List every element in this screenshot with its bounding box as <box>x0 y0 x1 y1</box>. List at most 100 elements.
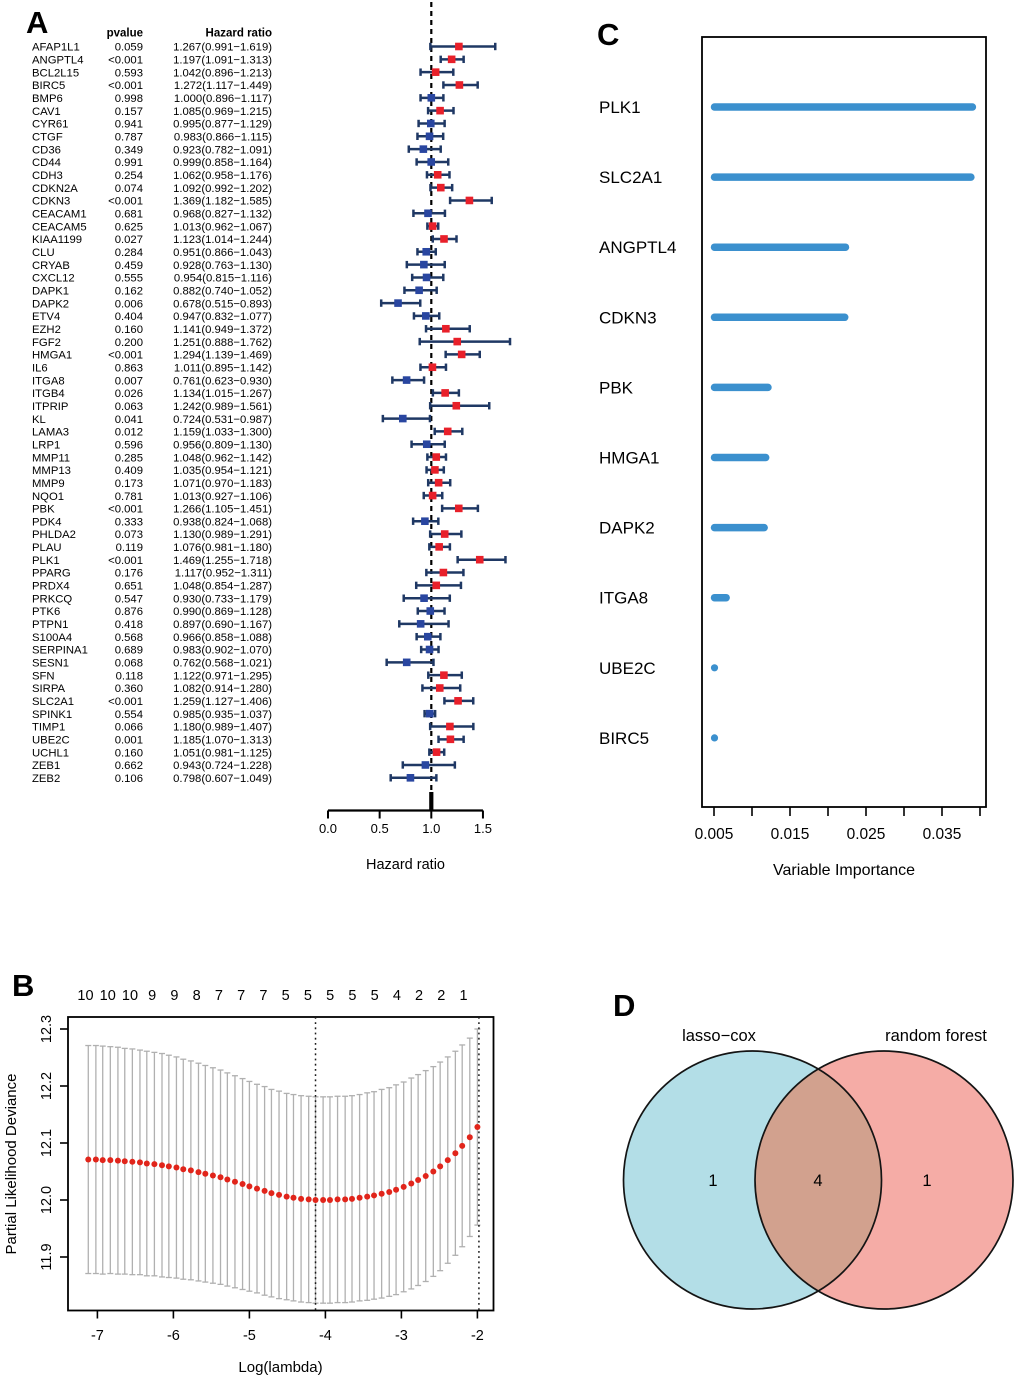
pvalue-value: <0.001 <box>108 55 143 67</box>
pvalue-value: 0.554 <box>115 709 143 721</box>
gene-label: SLC2A1 <box>32 696 74 708</box>
gene-label: CEACAM5 <box>32 221 87 233</box>
hr-point-marker <box>424 209 432 218</box>
deviance-point <box>430 1168 437 1175</box>
deviance-point <box>283 1193 290 1200</box>
gene-label: ANGPTL4 <box>32 55 83 67</box>
hr-point-marker <box>443 427 452 436</box>
hr-point-marker <box>441 389 449 397</box>
panel-letter-c: C <box>597 17 619 52</box>
forest-row: MMP9 0.173 1.071(0.970−1.183) <box>32 478 452 490</box>
category-label: SLC2A1 <box>599 168 662 187</box>
pvalue-value: 0.026 <box>115 388 143 400</box>
deviance-point <box>466 1134 473 1141</box>
hr-ci-value: 0.897(0.690−1.167) <box>173 619 272 631</box>
top-axis-label: 7 <box>215 988 223 1004</box>
hr-point-marker <box>432 453 441 461</box>
forest-row: PLAU 0.119 1.076(0.981−1.180) <box>32 542 452 554</box>
venn-intersection <box>755 1051 882 1309</box>
y-tick-label: 11.9 <box>39 1243 55 1270</box>
pvalue-value: 0.625 <box>115 221 143 233</box>
hr-ci-value: 1.266(1.105−1.451) <box>173 504 272 516</box>
forest-row: CD44 0.991 0.999(0.858−1.164) <box>32 157 450 169</box>
deviance-point <box>224 1176 231 1183</box>
deviance-point <box>151 1161 158 1168</box>
pvalue-value: 0.360 <box>115 683 143 695</box>
pvalue-value: 0.200 <box>115 337 143 349</box>
deviance-point <box>231 1178 238 1185</box>
hr-point-marker <box>425 645 434 654</box>
deviance-point <box>239 1181 246 1188</box>
y-tick-label: 12.0 <box>39 1186 55 1214</box>
gene-label: IL6 <box>32 362 48 374</box>
hr-ci-value: 1.013(0.962−1.067) <box>173 221 272 233</box>
hr-point-marker <box>406 774 415 782</box>
deviance-point <box>356 1194 363 1201</box>
forest-row: EZH2 0.160 1.141(0.949−1.372) <box>32 324 471 336</box>
forest-row: ITPRIP 0.063 1.242(0.989−1.561) <box>32 401 491 413</box>
top-axis-label: 5 <box>348 988 356 1004</box>
gene-label: PDK4 <box>32 516 62 528</box>
gene-label: PBK <box>32 504 55 516</box>
category-label: BIRC5 <box>599 729 649 748</box>
pvalue-value: 0.284 <box>115 247 143 259</box>
hr-ci-value: 0.990(0.869−1.128) <box>173 606 272 618</box>
x-tick-label: -3 <box>395 1328 408 1344</box>
venn-count-intersection: 4 <box>813 1172 822 1190</box>
forest-row: BIRC5 <0.001 1.272(1.117−1.449) <box>32 80 479 92</box>
gene-label: CTGF <box>32 132 63 144</box>
hr-ci-value: 1.122(0.971−1.295) <box>173 670 272 682</box>
hr-point-marker <box>440 671 448 679</box>
venn-circle-rf-outline <box>754 1050 1014 1310</box>
top-axis-label: 10 <box>77 988 93 1004</box>
pvalue-value: 0.059 <box>115 42 143 54</box>
gene-label: SERPINA1 <box>32 645 88 657</box>
pvalue-value: 0.787 <box>115 132 143 144</box>
deviance-point <box>107 1157 114 1164</box>
hr-ci-value: 0.761(0.623−0.930) <box>173 375 272 387</box>
pvalue-value: 0.027 <box>115 234 143 246</box>
category-label: PLK1 <box>599 98 641 117</box>
pvalue-value: 0.651 <box>115 581 143 593</box>
hr-point-marker <box>402 658 411 667</box>
forest-row: NQO1 0.781 1.013(0.927−1.106) <box>32 491 444 503</box>
deviance-point <box>437 1163 444 1170</box>
hr-ci-value: 0.930(0.733−1.179) <box>173 593 272 605</box>
hr-ci-value: 1.051(0.981−1.125) <box>173 747 272 759</box>
gene-label: CLU <box>32 247 55 259</box>
hr-ci-value: 1.159(1.033−1.300) <box>173 427 272 439</box>
pvalue-value: <0.001 <box>108 696 143 708</box>
x-tick-label: 0.0 <box>319 821 337 836</box>
hr-ci-value: 0.995(0.877−1.129) <box>173 119 272 131</box>
gene-label: CEACAM1 <box>32 208 87 220</box>
forest-row: BMP6 0.998 1.000(0.896−1.117) <box>32 93 445 105</box>
gene-label: CDKN3 <box>32 196 70 208</box>
hr-ci-value: 1.042(0.896−1.213) <box>173 67 272 79</box>
hr-ci-value: 1.197(1.091−1.313) <box>173 55 272 67</box>
deviance-point <box>474 1124 481 1131</box>
deviance-point <box>326 1197 333 1203</box>
top-axis-label: 2 <box>437 988 445 1004</box>
x-tick-label: -6 <box>167 1328 180 1344</box>
forest-row: PTK6 0.876 0.990(0.869−1.128) <box>32 606 446 618</box>
forest-row: LRP1 0.596 0.956(0.809−1.130) <box>32 439 446 451</box>
forest-row: DAPK1 0.162 0.882(0.740−1.052) <box>32 285 438 297</box>
hr-point-marker <box>453 337 462 346</box>
top-axis-label: 5 <box>326 988 334 1004</box>
forest-row: BCL2L15 0.593 1.042(0.896−1.213) <box>32 67 455 79</box>
forest-row: UBE2C 0.001 1.185(1.070−1.313) <box>32 735 465 747</box>
y-tick-label: 12.1 <box>39 1129 55 1157</box>
gene-label: DAPK2 <box>32 298 69 310</box>
forest-row: ITGA8 0.007 0.761(0.623−0.930) <box>32 375 426 387</box>
hr-point-marker <box>422 247 431 256</box>
deviance-point <box>393 1186 400 1193</box>
forest-row: CDKN2A 0.074 1.092(0.992−1.202) <box>32 183 454 195</box>
gene-label: FGF2 <box>32 337 61 349</box>
x-tick-label: -7 <box>91 1328 104 1344</box>
gene-label: MMP11 <box>32 452 70 464</box>
hr-point-marker <box>440 235 448 243</box>
top-axis-label: 9 <box>148 988 156 1004</box>
hr-point-marker <box>434 478 443 487</box>
gene-label: ZEB1 <box>32 760 60 772</box>
